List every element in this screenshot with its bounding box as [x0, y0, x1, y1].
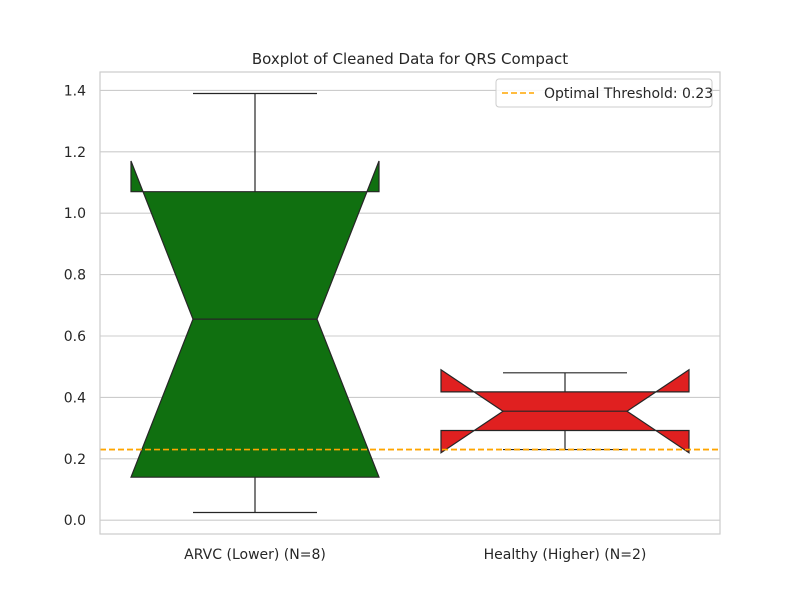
- x-tick-label: Healthy (Higher) (N=2): [484, 547, 647, 563]
- x-tick-label: ARVC (Lower) (N=8): [184, 547, 326, 563]
- y-tick-label: 1.4: [64, 83, 86, 99]
- box-group: [130, 92, 380, 514]
- y-axis-ticks: 0.0 0.2 0.4 0.6 0.8 1.0 1.2 1.4: [64, 83, 86, 529]
- legend-label-threshold: Optimal Threshold: 0.23: [544, 86, 713, 102]
- y-tick-label: 0.8: [64, 268, 86, 284]
- chart-title: Boxplot of Cleaned Data for QRS Compact: [252, 50, 568, 68]
- x-axis-ticks: ARVC (Lower) (N=8) Healthy (Higher) (N=2): [184, 547, 646, 563]
- y-tick-label: 0.4: [64, 390, 86, 406]
- y-tick-label: 1.2: [64, 145, 86, 161]
- y-tick-label: 1.0: [64, 206, 86, 222]
- legend: Optimal Threshold: 0.23: [495, 78, 713, 108]
- y-tick-label: 0.0: [64, 513, 86, 529]
- boxes: [130, 92, 690, 514]
- y-tick-label: 0.6: [64, 329, 86, 345]
- y-tick-label: 0.2: [64, 452, 86, 468]
- plot-frame: [99, 71, 721, 535]
- box-group: [440, 368, 690, 454]
- legend-box: [495, 78, 713, 108]
